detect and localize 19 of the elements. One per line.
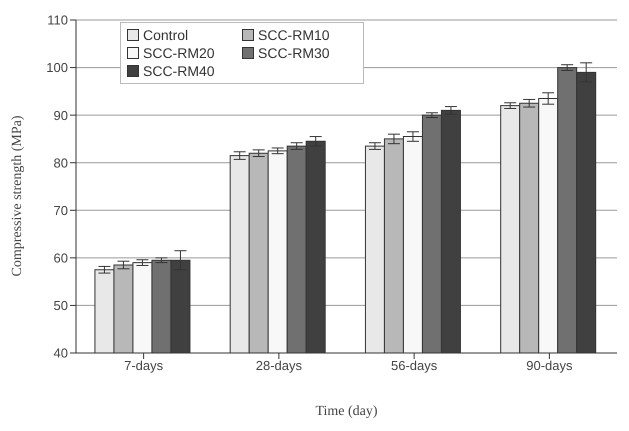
legend-label: SCC-RM10: [258, 27, 330, 43]
x-tick-label: 90-days: [526, 358, 573, 374]
y-tick-label: 60: [54, 250, 68, 266]
legend-label: SCC-RM20: [143, 45, 215, 61]
x-axis-title: Time (day): [315, 404, 378, 419]
y-tick-label: 90: [54, 108, 68, 123]
y-tick-label: 80: [54, 155, 68, 170]
y-tick-label: 100: [46, 60, 68, 76]
x-tick-label: 28-days: [256, 358, 302, 374]
y-axis-title: Compressive strength (MPa): [10, 115, 25, 276]
y-tick-label: 110: [47, 12, 68, 28]
x-tick-label: 7-days: [124, 358, 164, 374]
legend-label: Control: [143, 27, 188, 43]
x-tick-label: 56-days: [391, 358, 438, 374]
legend-label: SCC-RM40: [143, 63, 215, 79]
y-tick-label: 50: [54, 298, 68, 314]
legend-label: SCC-RM30: [258, 45, 330, 61]
y-tick-label: 70: [54, 202, 68, 218]
y-tick-label: 40: [54, 346, 68, 361]
